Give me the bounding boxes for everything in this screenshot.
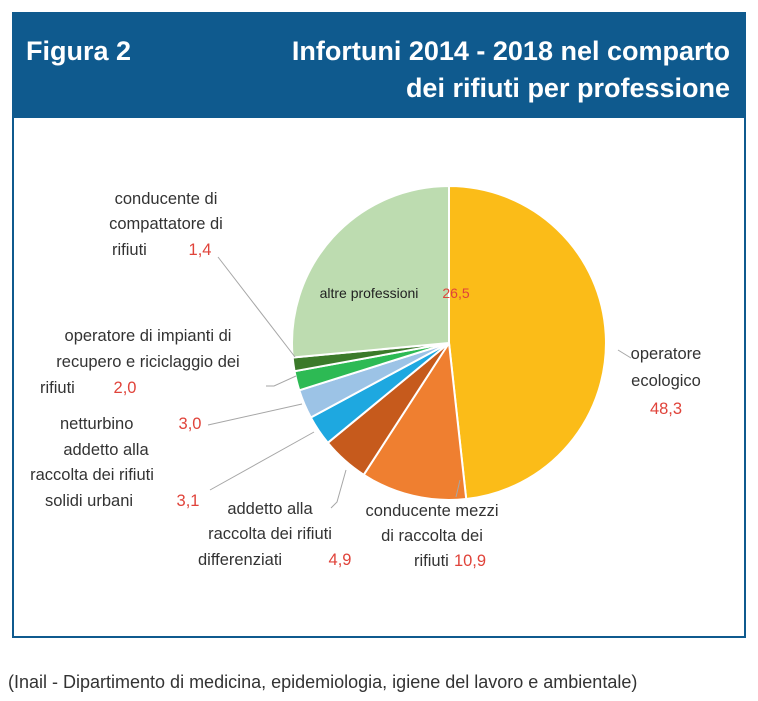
figure-title-line-2: dei rifiuti per professione — [405, 73, 730, 103]
slice-value-label: 3,1 — [177, 492, 200, 510]
slice-label: addetto alla — [63, 441, 149, 459]
slice-label: rifiuti — [414, 552, 449, 570]
slice-label: di raccolta dei — [381, 527, 483, 545]
figure-title: Infortuni 2014 - 2018 nel comparto dei r… — [210, 33, 730, 107]
slice-label: operatore di impianti di — [65, 327, 232, 345]
figure-header: Figura 2 Infortuni 2014 - 2018 nel compa… — [14, 14, 744, 118]
slice-label: rifiuti — [40, 379, 75, 397]
slice-label: raccolta dei rifiuti — [208, 525, 332, 543]
slice-label: recupero e riciclaggio dei — [56, 353, 239, 371]
slice-label: differenziati — [198, 551, 282, 569]
slice-label: solidi urbani — [45, 492, 133, 510]
leader-line — [455, 479, 461, 498]
leader-line — [207, 403, 303, 426]
pie-slice — [448, 184, 607, 501]
slice-value-label: 10,9 — [454, 552, 486, 570]
figure-frame: Figura 2 Infortuni 2014 - 2018 nel compa… — [12, 12, 746, 638]
slice-value-label: 4,9 — [329, 551, 352, 569]
leader-line — [217, 256, 296, 358]
figure-title-line-1: Infortuni 2014 - 2018 nel comparto — [291, 36, 730, 66]
pie-slice — [291, 184, 450, 359]
slice-label: rifiuti — [112, 241, 147, 259]
slice-label: altre professioni — [320, 285, 419, 301]
slice-label: conducente mezzi — [366, 502, 499, 520]
slice-value-label: 1,4 — [189, 241, 212, 259]
slice-label: ecologico — [631, 372, 701, 390]
pie-slice — [362, 340, 468, 501]
leader-line — [617, 349, 632, 359]
slice-value-label: 26,5 — [442, 285, 469, 301]
slice-label: compattatore di — [109, 215, 223, 233]
figure-source: (Inail - Dipartimento di medicina, epide… — [8, 672, 638, 692]
slice-value-label: 48,3 — [650, 400, 682, 418]
slice-label: netturbino — [60, 415, 133, 433]
leader-line — [209, 431, 315, 491]
slice-label: raccolta dei rifiuti — [30, 466, 154, 484]
figure-label: Figura 2 — [26, 36, 132, 66]
pie-chart: operatore ecologico 48,3 conducente mezzi di… — [30, 184, 702, 570]
slice-value-label: 2,0 — [114, 379, 137, 397]
leader-line — [330, 469, 347, 509]
slice-label: operatore — [631, 345, 702, 363]
slice-value-label: 3,0 — [179, 415, 202, 433]
leader-line — [266, 375, 297, 387]
slice-label: conducente di — [115, 190, 218, 208]
slice-label: addetto alla — [227, 500, 313, 518]
